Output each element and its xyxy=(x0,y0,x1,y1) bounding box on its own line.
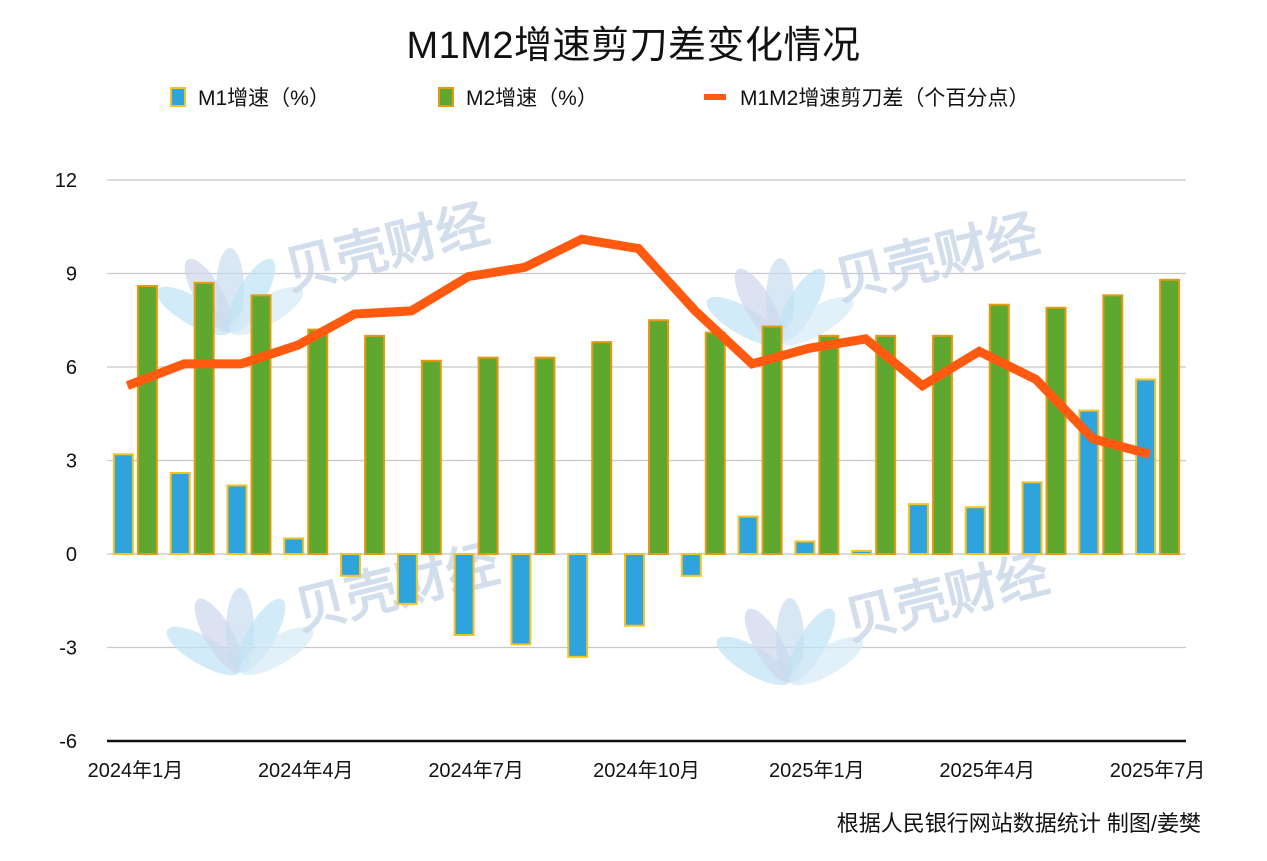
m1-bar xyxy=(453,553,475,637)
x-tick-label: 2024年10月 xyxy=(593,759,700,782)
m2-bar xyxy=(193,281,215,555)
m1-bar xyxy=(624,553,645,627)
m1-bar xyxy=(112,453,134,555)
legend-label-spread: M1M2增速剪刀差（个百分点） xyxy=(740,87,1030,110)
legend-label-m2: M2增速（%） xyxy=(466,87,598,110)
svg-text:贝壳财经: 贝壳财经 xyxy=(839,544,1055,653)
m2-swatch-icon xyxy=(438,87,454,107)
legend-item-spread[interactable]: M1M2增速剪刀差（个百分点） xyxy=(704,82,1029,112)
svg-text:贝壳财经: 贝壳财经 xyxy=(279,194,495,303)
y-tick-label: 6 xyxy=(66,357,77,379)
legend-item-m2[interactable]: M2增速（%） xyxy=(438,82,598,112)
m2-bar xyxy=(931,334,953,556)
y-tick-label: -3 xyxy=(59,638,77,660)
line-swatch-icon xyxy=(704,94,726,100)
m2-bar xyxy=(1102,294,1124,555)
y-tick-label: 9 xyxy=(66,264,77,286)
x-tick-label: 2024年1月 xyxy=(88,759,184,782)
m2-bar xyxy=(364,334,386,556)
chart-title: M1M2增速剪刀差变化情况 xyxy=(406,25,861,67)
m1-bar xyxy=(794,540,816,555)
source-note: 根据人民银行网站数据统计 制图/姜樊 xyxy=(836,811,1201,836)
x-tick-label: 2025年1月 xyxy=(769,759,865,782)
m1-bar xyxy=(907,503,929,555)
chart-legend: M1增速（%） M2增速（%） M1M2增速剪刀差（个百分点） xyxy=(0,82,1267,112)
m1-bar xyxy=(226,484,248,555)
legend-label-m1: M1增速（%） xyxy=(198,87,330,110)
m2-bar xyxy=(420,359,442,555)
x-tick-label: 2024年7月 xyxy=(428,759,524,782)
m2-bar xyxy=(704,331,726,556)
x-tick-label: 2025年7月 xyxy=(1110,759,1206,782)
m1-bar xyxy=(1135,378,1157,556)
y-tick-label: 12 xyxy=(55,170,77,192)
watermark-logo-icon: 贝壳财经 xyxy=(716,544,1055,686)
x-tick-label: 2024年4月 xyxy=(258,759,354,782)
m1-bar xyxy=(510,553,532,646)
m2-bar xyxy=(136,284,158,555)
m1-bar xyxy=(396,553,418,605)
m2-bar xyxy=(534,356,556,555)
legend-item-m1[interactable]: M1增速（%） xyxy=(170,82,330,112)
m1-bar xyxy=(1078,409,1100,555)
m2-bar xyxy=(477,356,499,555)
m2-bar xyxy=(1045,306,1067,555)
x-axis: 2024年1月 2024年4月 2024年7月 2024年10月 2025年1月 2025… xyxy=(88,739,1206,782)
y-tick-label: 3 xyxy=(66,451,77,473)
m2-bar xyxy=(307,328,329,555)
spread-line xyxy=(125,234,1151,459)
m2-bar xyxy=(988,303,1010,555)
m1-bar xyxy=(340,553,362,577)
m1-bar xyxy=(680,553,702,577)
bar-series xyxy=(112,278,1181,658)
m2-bar xyxy=(818,334,840,556)
m1-bar xyxy=(851,549,873,556)
m2-bar xyxy=(591,341,613,556)
m1-swatch-icon xyxy=(170,87,186,107)
y-axis-labels: 12 9 6 3 0 -3 -6 xyxy=(55,170,77,753)
m2-bar xyxy=(250,294,272,555)
m2-bar xyxy=(648,319,669,555)
spread-line-series xyxy=(125,234,1151,459)
y-tick-label: 0 xyxy=(66,544,77,566)
m2-bar xyxy=(875,334,897,556)
m1-bar xyxy=(567,553,589,658)
m1-bar xyxy=(169,471,191,556)
svg-text:贝壳财经: 贝壳财经 xyxy=(829,204,1045,313)
m2-bar xyxy=(761,325,783,555)
m2-bar xyxy=(1159,278,1181,555)
m1-bar xyxy=(737,515,759,555)
m1-bar xyxy=(964,506,986,555)
m1-bar xyxy=(283,537,305,556)
watermark-logo-icon: 贝壳财经 xyxy=(166,534,505,676)
y-tick-label: -6 xyxy=(59,731,77,753)
x-tick-label: 2025年4月 xyxy=(939,759,1035,782)
m1-bar xyxy=(1021,481,1043,556)
